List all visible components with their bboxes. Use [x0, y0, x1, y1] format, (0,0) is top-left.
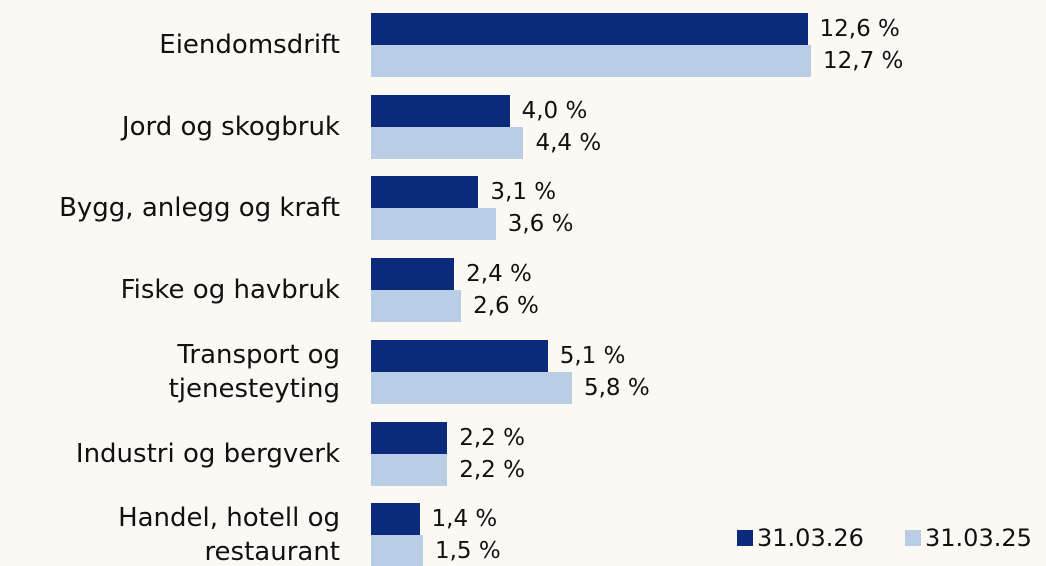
- bar: [371, 371, 572, 404]
- legend-swatch: [905, 530, 921, 546]
- legend-label: 31.03.26: [757, 524, 864, 552]
- category-label: Eiendomsdrift: [159, 30, 340, 60]
- bar: [371, 503, 420, 536]
- bar: [371, 126, 524, 159]
- value-label: 2,6 %: [473, 293, 539, 320]
- bar: [371, 535, 423, 566]
- category-label: Industri og bergverk: [75, 438, 340, 469]
- value-label: 1,4 %: [431, 506, 498, 533]
- value-label: 1,5 %: [434, 538, 501, 565]
- category-label: Fiske og havbruk: [120, 275, 340, 306]
- bar: [371, 94, 510, 127]
- value-label: 12,6 %: [819, 16, 900, 42]
- value-label: 12,7 %: [823, 48, 904, 74]
- value-label: 4,4 %: [535, 129, 602, 156]
- bar: [371, 453, 448, 486]
- legend-swatch: [737, 530, 753, 546]
- category-label: Jord og skogbruk: [121, 111, 340, 142]
- value-label: 2,2 %: [459, 424, 525, 451]
- bar: [371, 176, 479, 209]
- value-label: 4,0 %: [521, 97, 588, 124]
- value-label: 3,1 %: [490, 179, 557, 206]
- category-label: Bygg, anlegg og kraft: [59, 193, 340, 224]
- bar: [371, 258, 455, 291]
- bar: [371, 421, 448, 454]
- value-label: 5,1 %: [559, 342, 626, 369]
- category-label: Handel, hotell og restaurant: [118, 503, 340, 566]
- bar: [371, 339, 548, 372]
- value-label: 2,4 %: [466, 261, 532, 288]
- bar: [371, 45, 811, 77]
- category-label: Transport og tjenesteyting: [168, 339, 340, 404]
- bar: [371, 290, 462, 323]
- bar: [371, 208, 496, 241]
- value-label: 3,6 %: [507, 211, 574, 238]
- legend-label: 31.03.25: [925, 524, 1032, 552]
- value-label: 5,8 %: [583, 374, 650, 401]
- value-label: 2,2 %: [459, 456, 525, 483]
- bar: [371, 13, 808, 45]
